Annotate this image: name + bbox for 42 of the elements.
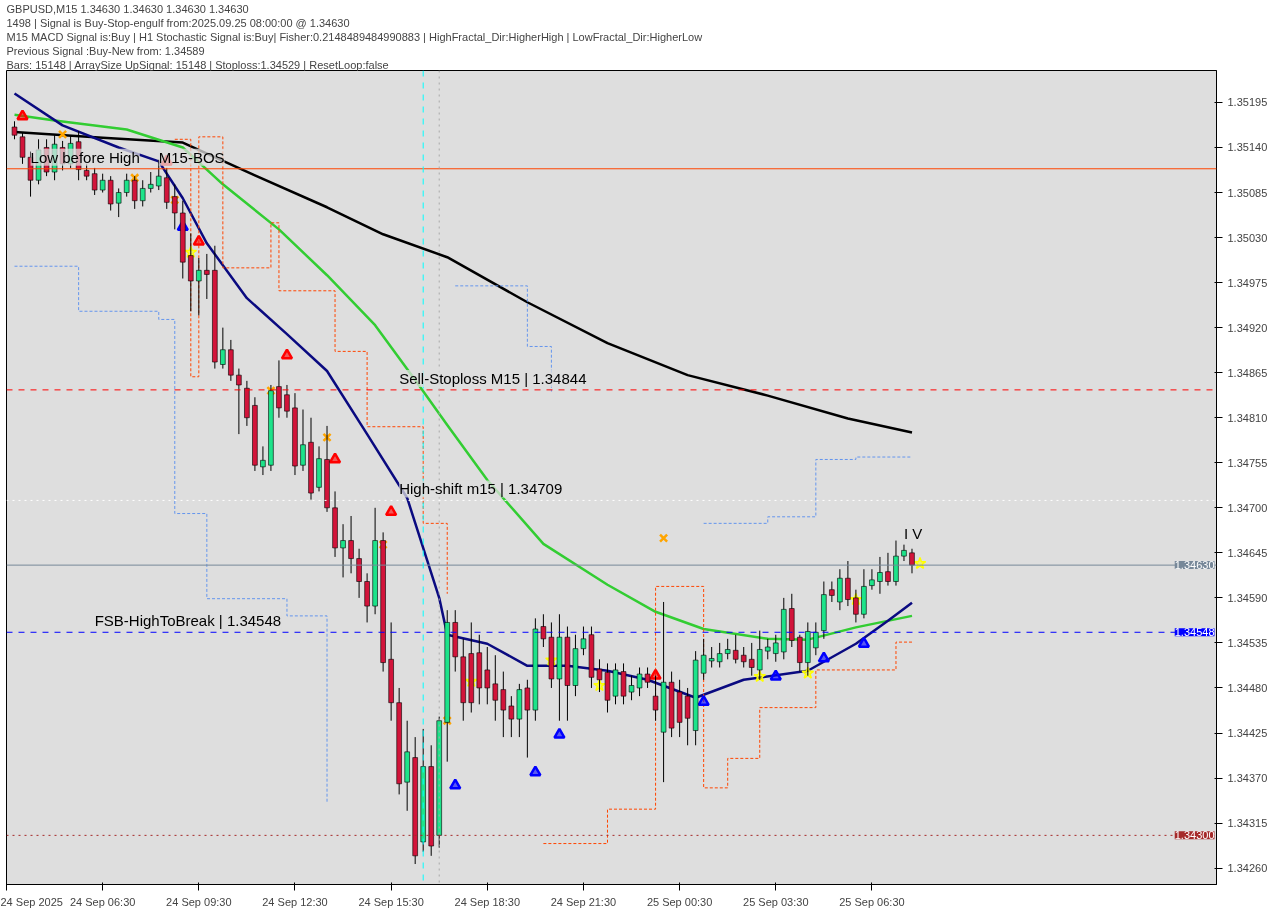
text: Previous Signal :Buy-New from: 1.34589 — [6, 44, 205, 57]
x-tick-label: 25 Sep 00:30 — [646, 895, 713, 908]
y-tick-label: 1.34370 — [1227, 772, 1268, 785]
y-tick-label: 1.34920 — [1227, 321, 1268, 334]
annotation: Sell-Stoploss M15 | 1.34844 — [399, 369, 587, 387]
y-tick-label: 1.35085 — [1227, 186, 1268, 199]
y-tick-label: 1.34645 — [1227, 546, 1268, 559]
x-tick-label: 24 Sep 09:30 — [166, 895, 232, 908]
ref-line-label: 1.34300 — [1174, 829, 1215, 842]
annotation: High-shift m15 | 1.34709 — [399, 480, 563, 498]
annotation: FSB-HighToBreak | 1.34548 — [94, 612, 282, 630]
y-tick-label: 1.34755 — [1227, 456, 1268, 469]
y-tick-label: 1.34480 — [1227, 681, 1268, 694]
x-tick-label: 24 Sep 18:30 — [454, 895, 521, 908]
x-tick-label: 24 Sep 2025 — [0, 895, 63, 908]
y-tick-label: 1.34810 — [1227, 411, 1268, 424]
y-tick-label: 1.34535 — [1227, 636, 1268, 649]
y-tick-label: 1.34975 — [1227, 276, 1268, 289]
y-tick-label: 1.34590 — [1227, 591, 1268, 604]
y-tick-label: 1.35195 — [1227, 96, 1268, 109]
x-tick-label: 24 Sep 21:30 — [550, 895, 617, 908]
annotation: Bars: 15148 | ArraySize UpSignal: 15148 | Stoploss:1.34529 | ResetLoop:false — [6, 58, 389, 71]
text: 1498 | Signal is Buy-Stop-engulf from:2025.09.25 08:00:00 @ 1.34630 — [6, 16, 350, 29]
y-tick-label: 1.34425 — [1227, 727, 1268, 739]
annotation: Low before High — [30, 148, 140, 166]
y-tick-label: 1.34315 — [1227, 817, 1268, 830]
x-tick-label: 24 Sep 06:30 — [69, 895, 136, 908]
y-tick-label: 1.34865 — [1227, 366, 1268, 379]
ref-line-label: 1.34548 — [1174, 626, 1215, 639]
chart-title: GBPUSD,M15 1.34630 1.34630 1.34630 1.34630 — [6, 2, 249, 15]
annotation: I V — [903, 524, 923, 542]
x-tick-label: 25 Sep 03:30 — [743, 895, 809, 908]
y-tick-label: 1.34700 — [1227, 501, 1268, 514]
y-tick-label: 1.35030 — [1227, 231, 1268, 244]
y-tick-label: 1.34260 — [1227, 862, 1268, 875]
text: M15 MACD Signal is:Buy | H1 Stochastic Signal is:Buy| Fisher:0.2148489484990883 | HighFractal_Dir:HigherHigh | LowFractal_Dir:HigherLow — [6, 30, 703, 43]
x-tick-label: 25 Sep 06:30 — [839, 895, 905, 908]
annotation: M15-BOS — [158, 148, 225, 166]
ref-line-label: 1.34630 — [1174, 559, 1215, 572]
y-tick-label: 1.35140 — [1227, 141, 1268, 154]
x-tick-label: 24 Sep 12:30 — [262, 895, 328, 908]
x-tick-label: 24 Sep 15:30 — [358, 895, 424, 908]
